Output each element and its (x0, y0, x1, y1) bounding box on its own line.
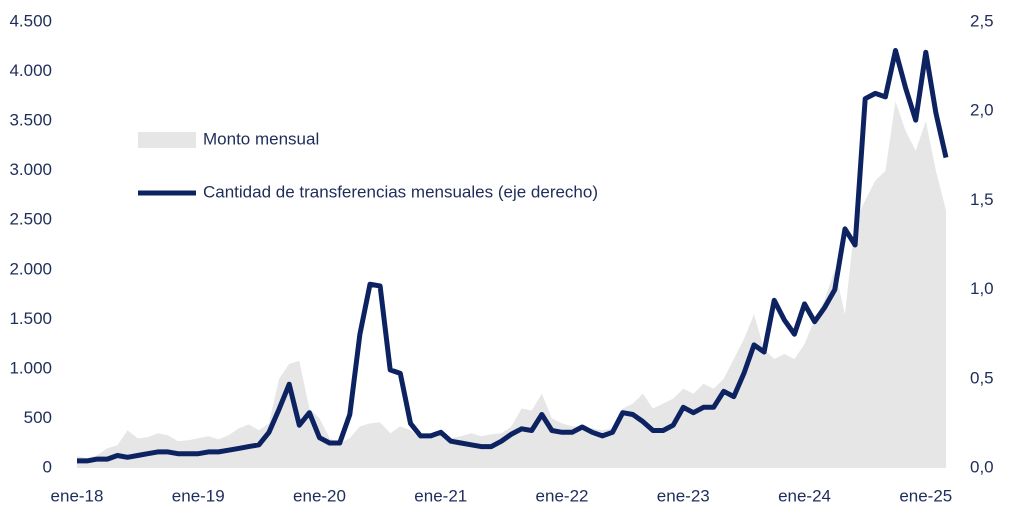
legend-label: Cantidad de transferencias mensuales (ej… (203, 182, 598, 201)
area-series (77, 101, 946, 469)
y2-tick-label: 2,5 (970, 11, 994, 30)
y-tick-label: 4.000 (9, 61, 52, 80)
x-tick-label: ene-24 (778, 486, 831, 505)
y-tick-label: 3.500 (9, 111, 52, 130)
x-tick-label: ene-22 (536, 486, 589, 505)
y-tick-label: 500 (24, 408, 52, 427)
y-tick-label: 2.500 (9, 210, 52, 229)
x-tick-label: ene-21 (414, 486, 467, 505)
x-tick-label: ene-18 (51, 486, 104, 505)
y2-tick-label: 0,5 (970, 368, 994, 387)
y2-tick-label: 1,0 (970, 279, 994, 298)
y-tick-label: 4.500 (9, 11, 52, 30)
line-series (77, 48, 949, 464)
y2-tick-label: 1,5 (970, 190, 994, 209)
y-tick-label: 1.000 (9, 358, 52, 377)
y-tick-label: 3.000 (9, 160, 52, 179)
y-tick-label: 1.500 (9, 309, 52, 328)
y-tick-label: 0 (43, 457, 52, 476)
x-tick-label: ene-19 (172, 486, 225, 505)
legend-label: Monto mensual (203, 129, 319, 148)
y-tick-label: 2.000 (9, 259, 52, 278)
x-tick-label: ene-25 (899, 486, 952, 505)
legend-swatch (138, 132, 196, 148)
x-tick-label: ene-23 (657, 486, 710, 505)
y2-tick-label: 0,0 (970, 457, 994, 476)
y2-tick-label: 2,0 (970, 101, 994, 120)
x-tick-label: ene-20 (293, 486, 346, 505)
